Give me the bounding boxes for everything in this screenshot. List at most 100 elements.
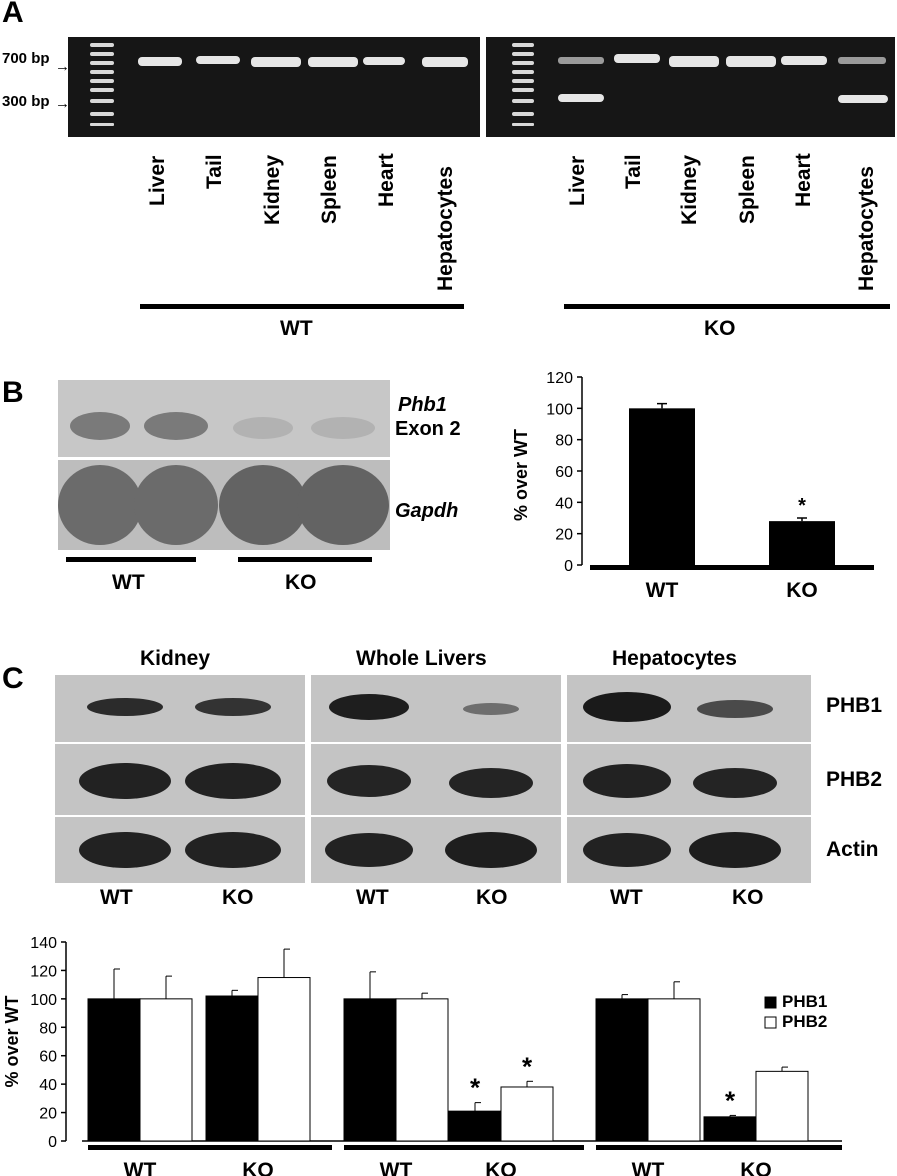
chart-c-xtick-label: WT bbox=[124, 1159, 157, 1176]
lane-label-ko-kidney: Kidney bbox=[678, 154, 701, 225]
probe-gapdh-label: Gapdh bbox=[395, 500, 459, 522]
group-bar-ko-b bbox=[238, 557, 372, 562]
group-bar-wt-a bbox=[140, 304, 464, 309]
lane-label-wt-spleen: Spleen bbox=[318, 155, 341, 224]
tissue-label-hepatocytes: Hepatocytes bbox=[612, 647, 737, 670]
ladder-ko bbox=[512, 43, 534, 126]
lane-label-ko-heart: Heart bbox=[792, 153, 815, 207]
lane-label-wt-tail: Tail bbox=[203, 154, 226, 189]
ladder-wt bbox=[90, 43, 114, 126]
chart-c-bar-phb1 bbox=[448, 1110, 502, 1142]
protein-label-actin: Actin bbox=[826, 838, 879, 861]
chart-b: 0 20 40 60 80 100 120 % over WT WT * KO bbox=[511, 370, 874, 602]
chart-c-bar-phb1 bbox=[595, 998, 649, 1142]
chart-b-ytick-label: 120 bbox=[546, 370, 573, 387]
lane-label-ko-hepatocytes: Hepatocytes bbox=[855, 166, 878, 291]
chart-c-ytick-label: 40 bbox=[39, 1077, 57, 1094]
gel-ko-bands bbox=[512, 43, 888, 126]
blot-divider bbox=[58, 457, 390, 460]
chart-b-ytick-label: 0 bbox=[564, 558, 573, 575]
chart-c-bar-phb2 bbox=[647, 998, 701, 1142]
chart-c-bar-phb1 bbox=[205, 995, 259, 1142]
genotype-label-kidney-wt: WT bbox=[100, 886, 133, 909]
genotype-label-hep-ko: KO bbox=[732, 886, 764, 909]
chart-c-group-bar bbox=[88, 1145, 332, 1150]
probe-phb1-label: Phb1 bbox=[398, 394, 447, 416]
chart-c-xtick-label: KO bbox=[485, 1159, 517, 1176]
protein-label-phb1: PHB1 bbox=[826, 694, 883, 717]
chart-c-xtick-label: WT bbox=[380, 1159, 413, 1176]
chart-b-ylabel: % over WT bbox=[511, 429, 531, 521]
group-label-wt-b: WT bbox=[112, 571, 145, 594]
chart-c-ylabel: % over WT bbox=[2, 995, 22, 1087]
chart-c-xtick-label: KO bbox=[740, 1159, 772, 1176]
marker-700bp: 700 bp bbox=[2, 50, 50, 67]
tissue-label-kidney: Kidney bbox=[140, 647, 211, 670]
chart-c-legend-swatch bbox=[764, 996, 777, 1009]
marker-300bp: 300 bp bbox=[2, 93, 50, 110]
lane-label-ko-spleen: Spleen bbox=[736, 155, 759, 224]
lane-label-wt-heart: Heart bbox=[375, 153, 398, 207]
genotype-label-hep-wt: WT bbox=[610, 886, 643, 909]
gel-wt-bands bbox=[90, 43, 468, 126]
chart-c-sig-marker: * bbox=[725, 1085, 736, 1115]
chart-c-sig-marker: * bbox=[522, 1051, 533, 1081]
chart-c-ytick-label: 20 bbox=[39, 1106, 57, 1123]
chart-b-group-bar bbox=[730, 565, 874, 570]
panel-c-label: C bbox=[2, 662, 24, 695]
gel-ko-300bp-bands bbox=[558, 94, 888, 103]
group-bar-ko-a bbox=[564, 304, 890, 309]
western-hepatocytes-bands bbox=[567, 692, 811, 868]
chart-b-ytick-label: 60 bbox=[555, 464, 573, 481]
genotype-label-livers-ko: KO bbox=[476, 886, 508, 909]
marker-700bp-arrow: → bbox=[55, 58, 70, 75]
gel-wt bbox=[68, 37, 480, 137]
chart-b-xtick-label: WT bbox=[646, 579, 679, 602]
chart-b-ytick-label: 80 bbox=[555, 433, 573, 450]
chart-c-bar-phb2 bbox=[139, 998, 193, 1142]
group-bar-wt-b bbox=[66, 557, 196, 562]
chart-b-ytick-label: 20 bbox=[555, 527, 573, 544]
genotype-label-kidney-ko: KO bbox=[222, 886, 254, 909]
chart-b-bar bbox=[769, 521, 835, 565]
lane-label-wt-hepatocytes: Hepatocytes bbox=[434, 166, 457, 291]
group-label-wt-a: WT bbox=[280, 317, 313, 340]
chart-c-legend-swatch bbox=[764, 1016, 777, 1029]
chart-c-bar-phb1 bbox=[703, 1116, 757, 1142]
tissue-label-whole-livers: Whole Livers bbox=[356, 647, 487, 670]
lane-label-wt-liver: Liver bbox=[146, 155, 169, 206]
western-kidney-bands bbox=[55, 698, 305, 868]
chart-b-ytick-label: 100 bbox=[546, 401, 573, 418]
genotype-label-livers-wt: WT bbox=[356, 886, 389, 909]
northern-blot-bottom bbox=[58, 460, 390, 550]
chart-c-bar-phb2 bbox=[257, 977, 311, 1142]
lane-label-ko-liver: Liver bbox=[566, 155, 589, 206]
chart-c-ytick-label: 80 bbox=[39, 1020, 57, 1037]
chart-c-ytick-label: 100 bbox=[30, 992, 57, 1009]
chart-c-legend-label: PHB1 bbox=[782, 992, 827, 1011]
marker-300bp-arrow: → bbox=[55, 95, 70, 112]
western-hepatocytes bbox=[567, 675, 811, 883]
chart-c-ytick-label: 140 bbox=[30, 935, 57, 952]
lane-label-ko-tail: Tail bbox=[622, 154, 645, 189]
chart-c-group-bar bbox=[344, 1145, 584, 1150]
chart-c-bar-phb2 bbox=[500, 1086, 554, 1142]
chart-c-bar-phb2 bbox=[755, 1070, 809, 1142]
protein-label-phb2: PHB2 bbox=[826, 768, 883, 791]
chart-c-ytick-label: 0 bbox=[48, 1134, 57, 1151]
chart-b-ytick-label: 40 bbox=[555, 495, 573, 512]
chart-c-xtick-label: KO bbox=[242, 1159, 274, 1176]
phb1-bands bbox=[70, 412, 375, 440]
gel-ko bbox=[486, 37, 895, 137]
chart-b-group-bar bbox=[590, 565, 734, 570]
chart-c-sig-marker: * bbox=[470, 1073, 481, 1103]
gel-ko-700bp-bands bbox=[558, 54, 886, 67]
northern-blot-top bbox=[58, 380, 390, 457]
panel-a-label: A bbox=[2, 0, 24, 29]
chart-c-ytick-label: 60 bbox=[39, 1049, 57, 1066]
lane-label-wt-kidney: Kidney bbox=[261, 154, 284, 225]
panel-b-label: B bbox=[2, 376, 24, 409]
chart-b-xtick-label: KO bbox=[786, 579, 818, 602]
western-whole-livers bbox=[311, 675, 561, 883]
chart-c: 0 20 40 60 80 100 120 140 % over WT * * * WT KO WT KO WT… bbox=[2, 935, 842, 1176]
